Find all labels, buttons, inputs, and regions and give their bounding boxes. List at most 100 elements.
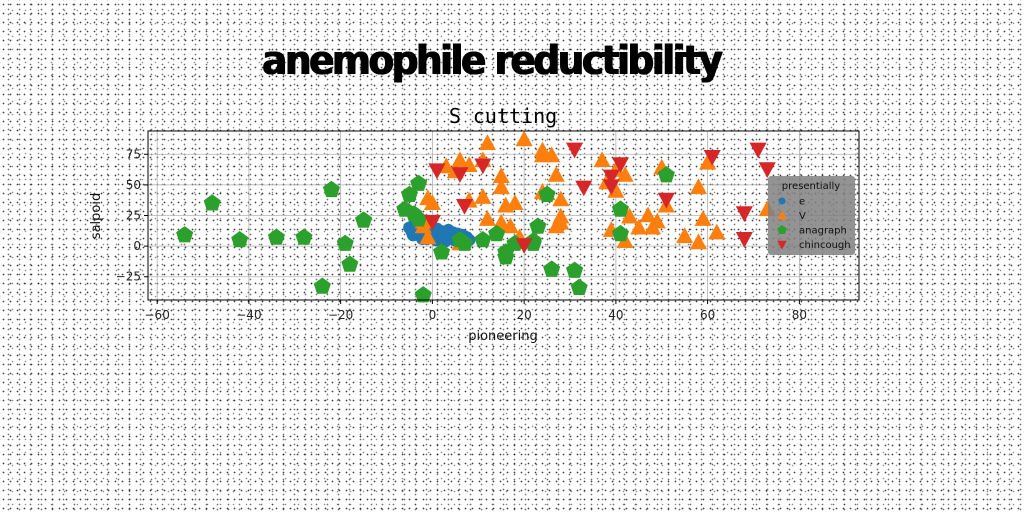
data-point-V (506, 194, 524, 210)
x-tick-label: 80 (792, 308, 807, 322)
data-point-V (639, 206, 657, 223)
data-point-chincough (657, 192, 675, 209)
data-point-V (474, 188, 492, 204)
data-point-chincough (602, 179, 620, 196)
data-point-chincough (735, 232, 753, 248)
legend-label-anagraph: anagraph (799, 226, 847, 237)
data-point-e (442, 232, 456, 246)
data-point-anagraph (355, 211, 373, 228)
data-point-V (501, 217, 519, 234)
data-point-V (552, 190, 570, 207)
legend-marker-chincough (777, 240, 787, 250)
data-point-anagraph (231, 231, 249, 248)
data-points (176, 130, 776, 303)
data-point-chincough (703, 150, 721, 166)
data-point-V (648, 212, 666, 229)
y-tick-label: 75 (126, 147, 141, 161)
data-point-chincough (423, 214, 441, 231)
legend-marker-anagraph (777, 225, 787, 234)
legend-label-V: V (799, 211, 806, 222)
data-point-V (492, 178, 510, 195)
data-point-V (492, 167, 510, 184)
data-point-anagraph (456, 234, 474, 251)
data-point-anagraph (336, 234, 354, 251)
data-point-V (676, 227, 694, 244)
y-tick-label: 50 (126, 178, 141, 192)
data-point-V (689, 233, 707, 250)
data-point-anagraph (474, 231, 492, 248)
data-point-V (630, 218, 648, 235)
data-point-chincough (515, 238, 533, 254)
data-point-anagraph (410, 174, 428, 191)
x-axis-label: pioneering (468, 329, 538, 344)
grid-lines (148, 131, 859, 300)
data-point-anagraph (267, 228, 285, 245)
data-point-V (423, 194, 441, 210)
x-tick-label: 40 (608, 308, 623, 322)
y-tick-label: 25 (126, 209, 141, 223)
data-point-anagraph (529, 217, 547, 234)
legend-title: presentially (782, 181, 840, 192)
data-point-chincough (428, 163, 446, 180)
main-title: anemophile reductibility (262, 38, 723, 84)
data-point-anagraph (203, 194, 221, 211)
data-point-V (689, 178, 707, 195)
data-point-anagraph (414, 286, 432, 303)
x-tick-label: −20 (328, 308, 353, 322)
legend-marker-V (777, 210, 787, 220)
y-axis-label: salpoid (89, 193, 104, 239)
y-tick-label: −25 (116, 270, 141, 284)
data-point-V (478, 134, 496, 150)
data-point-V (694, 210, 712, 226)
data-point-V (699, 153, 717, 170)
data-point-V (708, 223, 726, 240)
data-point-V (419, 228, 437, 245)
legend-box (768, 176, 855, 255)
data-point-V (515, 130, 533, 147)
legend-marker-e (778, 197, 786, 205)
y-tick-label: 0 (133, 239, 141, 253)
x-tick-label: −40 (236, 308, 261, 322)
data-point-anagraph (396, 200, 414, 217)
data-point-chincough (758, 162, 776, 178)
data-point-chincough (602, 169, 620, 186)
data-point-anagraph (295, 228, 313, 245)
data-point-anagraph (611, 200, 629, 217)
data-point-anagraph (341, 255, 359, 272)
data-point-anagraph (322, 180, 340, 198)
data-point-anagraph (433, 243, 451, 260)
data-point-chincough (456, 199, 474, 215)
data-point-anagraph (611, 224, 629, 242)
legend-label-chincough: chincough (799, 240, 851, 251)
data-point-V (543, 146, 561, 163)
data-point-chincough (749, 142, 767, 159)
data-point-V (621, 207, 639, 224)
data-point-chincough (611, 157, 629, 174)
data-point-anagraph (488, 224, 506, 242)
data-point-V (616, 166, 634, 182)
data-point-anagraph (543, 260, 561, 277)
x-tick-label: 60 (700, 308, 715, 322)
data-point-V (593, 151, 611, 168)
data-point-chincough (474, 158, 492, 175)
legend-label-e: e (799, 197, 805, 208)
data-point-anagraph (570, 278, 588, 295)
x-tick-label: −60 (145, 308, 170, 322)
data-point-anagraph (538, 185, 556, 202)
data-point-chincough (566, 142, 584, 159)
data-point-anagraph (313, 277, 331, 294)
data-point-anagraph (566, 261, 584, 278)
data-point-V (547, 166, 565, 182)
x-tick-label: 20 (517, 308, 532, 322)
data-point-V (547, 217, 565, 234)
data-point-anagraph (176, 226, 194, 243)
plot-frame (147, 130, 860, 301)
data-point-chincough (451, 167, 469, 183)
x-tick-label: 0 (429, 308, 437, 322)
axis-ticks: −60 −40 −20 0 20 40 60 80 −25 0 25 50 75 (116, 147, 807, 322)
data-point-anagraph (657, 166, 675, 183)
data-point-chincough (575, 180, 593, 197)
